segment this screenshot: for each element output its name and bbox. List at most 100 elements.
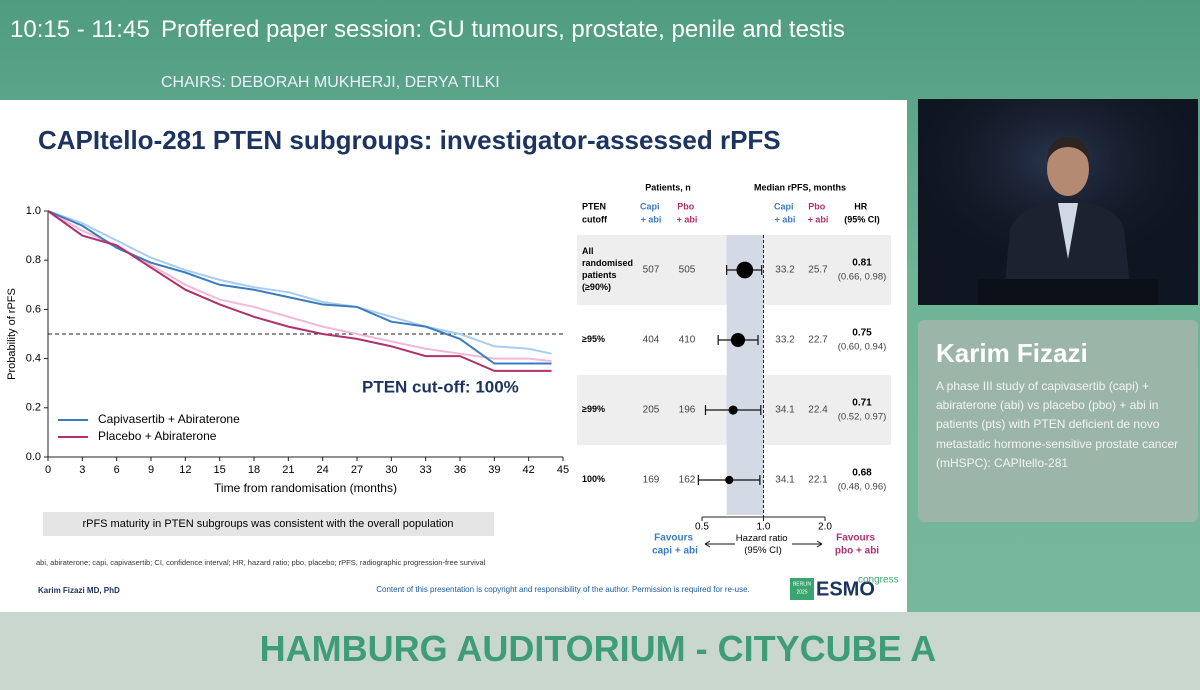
patients-header: Patients, n bbox=[645, 182, 691, 192]
x-tick-label: 9 bbox=[148, 464, 154, 476]
patients-n: 169 bbox=[643, 475, 660, 486]
x-tick-label: 6 bbox=[114, 464, 120, 476]
speaker-shirt bbox=[1058, 203, 1078, 259]
y-tick-label: 0.2 bbox=[26, 402, 41, 414]
x-tick-label: 30 bbox=[385, 464, 397, 476]
forest-tick-label: 1.0 bbox=[757, 522, 771, 533]
survival-curve bbox=[47, 210, 552, 355]
x-tick-label: 33 bbox=[420, 464, 432, 476]
cutoff-label: 100% bbox=[582, 474, 605, 484]
copyright: Content of this presentation is copyrigh… bbox=[376, 585, 750, 594]
x-tick-label: 12 bbox=[179, 464, 191, 476]
x-tick-label: 45 bbox=[557, 464, 569, 476]
median-rpfs: 34.1 bbox=[775, 405, 795, 416]
cutoff-header: PTEN cutoff bbox=[582, 202, 609, 225]
footnote: abi, abiraterone; capi, capivasertib; CI… bbox=[36, 558, 486, 567]
speaker-video bbox=[918, 99, 1198, 305]
x-tick-label: 18 bbox=[248, 464, 260, 476]
favours-arrow bbox=[704, 540, 735, 548]
forest-tick-label: 0.5 bbox=[695, 522, 709, 533]
patients-n: 410 bbox=[679, 335, 696, 346]
patients-n: 205 bbox=[643, 405, 660, 416]
patients-n: 196 bbox=[679, 405, 696, 416]
hr-header: HR (95% CI) bbox=[844, 202, 880, 225]
y-tick-label: 1.0 bbox=[26, 205, 41, 217]
y-tick-label: 0.8 bbox=[26, 254, 41, 266]
arm-header: Pbo + abi bbox=[808, 202, 829, 225]
x-tick-label: 36 bbox=[454, 464, 466, 476]
arm-header: Capi + abi bbox=[774, 202, 796, 225]
cutoff-label: ≥95% bbox=[582, 334, 605, 344]
median-rpfs: 33.2 bbox=[775, 265, 795, 276]
talk-description: A phase III study of capivasertib (capi)… bbox=[936, 379, 1179, 470]
cutoff-label: ≥99% bbox=[582, 404, 605, 414]
x-tick-label: 27 bbox=[351, 464, 363, 476]
hazard-ratio: 0.75 bbox=[852, 328, 872, 339]
lectern bbox=[978, 279, 1158, 305]
speaker-head bbox=[1047, 142, 1089, 196]
survival-curve bbox=[47, 210, 552, 372]
slide-title: CAPItello-281 PTEN subgroups: investigat… bbox=[38, 125, 781, 155]
confidence-interval: (0.60, 0.94) bbox=[838, 342, 887, 353]
x-axis-label: Time from randomisation (months) bbox=[214, 481, 397, 495]
median-rpfs: 33.2 bbox=[775, 335, 795, 346]
median-rpfs: 22.1 bbox=[808, 475, 828, 486]
y-tick-label: 0.0 bbox=[26, 451, 41, 463]
slide: CAPItello-281 PTEN subgroups: investigat… bbox=[0, 100, 907, 612]
confidence-interval: (0.48, 0.96) bbox=[838, 482, 887, 493]
note-box bbox=[43, 512, 494, 536]
median-header: Median rPFS, months bbox=[754, 182, 846, 192]
y-tick-label: 0.6 bbox=[26, 303, 41, 315]
speaker-hair bbox=[1047, 137, 1089, 161]
venue-bar bbox=[0, 612, 1200, 690]
y-axis-label: Probability of rPFS bbox=[6, 288, 18, 380]
speaker-card: Karim Fizazi A phase III study of capiva… bbox=[918, 320, 1198, 522]
favours-label: Favours pbo + abi bbox=[835, 532, 879, 556]
median-rpfs: 34.1 bbox=[775, 475, 795, 486]
x-tick-label: 15 bbox=[214, 464, 226, 476]
patients-n: 505 bbox=[679, 265, 696, 276]
median-rpfs: 22.4 bbox=[808, 405, 828, 416]
patients-n: 404 bbox=[643, 335, 660, 346]
x-tick-label: 21 bbox=[282, 464, 294, 476]
median-rpfs: 22.7 bbox=[808, 335, 828, 346]
x-tick-label: 39 bbox=[488, 464, 500, 476]
hazard-ratio: 0.81 bbox=[852, 258, 872, 269]
confidence-interval: (0.66, 0.98) bbox=[838, 272, 887, 283]
hazard-ratio: 0.71 bbox=[852, 398, 872, 409]
x-tick-label: 0 bbox=[45, 464, 51, 476]
legend-label: Capivasertib + Abiraterone bbox=[98, 412, 240, 426]
session-title: Proffered paper session: GU tumours, pro… bbox=[161, 16, 845, 43]
patients-n: 507 bbox=[643, 265, 660, 276]
presenter: Karim Fizazi MD, PhD bbox=[38, 586, 120, 595]
hazard-ratio: 0.68 bbox=[852, 468, 872, 479]
hr-marker bbox=[736, 261, 754, 279]
x-tick-label: 42 bbox=[523, 464, 535, 476]
patients-n: 162 bbox=[679, 475, 696, 486]
y-tick-label: 0.4 bbox=[26, 353, 41, 365]
confidence-interval: (0.52, 0.97) bbox=[838, 412, 887, 423]
forest-axis-label: Hazard ratio (95% CI) bbox=[736, 533, 790, 556]
speaker-name: Karim Fizazi bbox=[936, 338, 1088, 368]
cutoff-label: All randomised patients (≥90%) bbox=[582, 246, 636, 292]
session-time: 10:15 - 11:45 bbox=[10, 16, 150, 43]
arm-header: Capi + abi bbox=[640, 202, 662, 225]
hr-marker bbox=[725, 475, 734, 485]
arm-header: Pbo + abi bbox=[677, 202, 698, 225]
legend-label: Placebo + Abiraterone bbox=[98, 429, 217, 443]
x-tick-label: 3 bbox=[79, 464, 85, 476]
x-tick-label: 24 bbox=[317, 464, 329, 476]
median-rpfs: 25.7 bbox=[808, 265, 828, 276]
chart-annotation: PTEN cut-off: 100% bbox=[362, 377, 519, 396]
note: rPFS maturity in PTEN subgroups was cons… bbox=[82, 518, 453, 530]
logo-event: congress bbox=[858, 575, 899, 586]
favours-label: Favours capi + abi bbox=[652, 532, 698, 556]
venue-name: HAMBURG AUDITORIUM - CITYCUBE A bbox=[259, 628, 937, 669]
logo-brand: ESMO bbox=[816, 578, 875, 600]
session-chairs: CHAIRS: DEBORAH MUKHERJI, DERYA TILKI bbox=[161, 74, 500, 91]
logo-city: BERLIN bbox=[793, 581, 811, 587]
hr-marker bbox=[730, 332, 746, 348]
logo-badge bbox=[790, 578, 814, 600]
favours-arrow bbox=[792, 540, 823, 548]
